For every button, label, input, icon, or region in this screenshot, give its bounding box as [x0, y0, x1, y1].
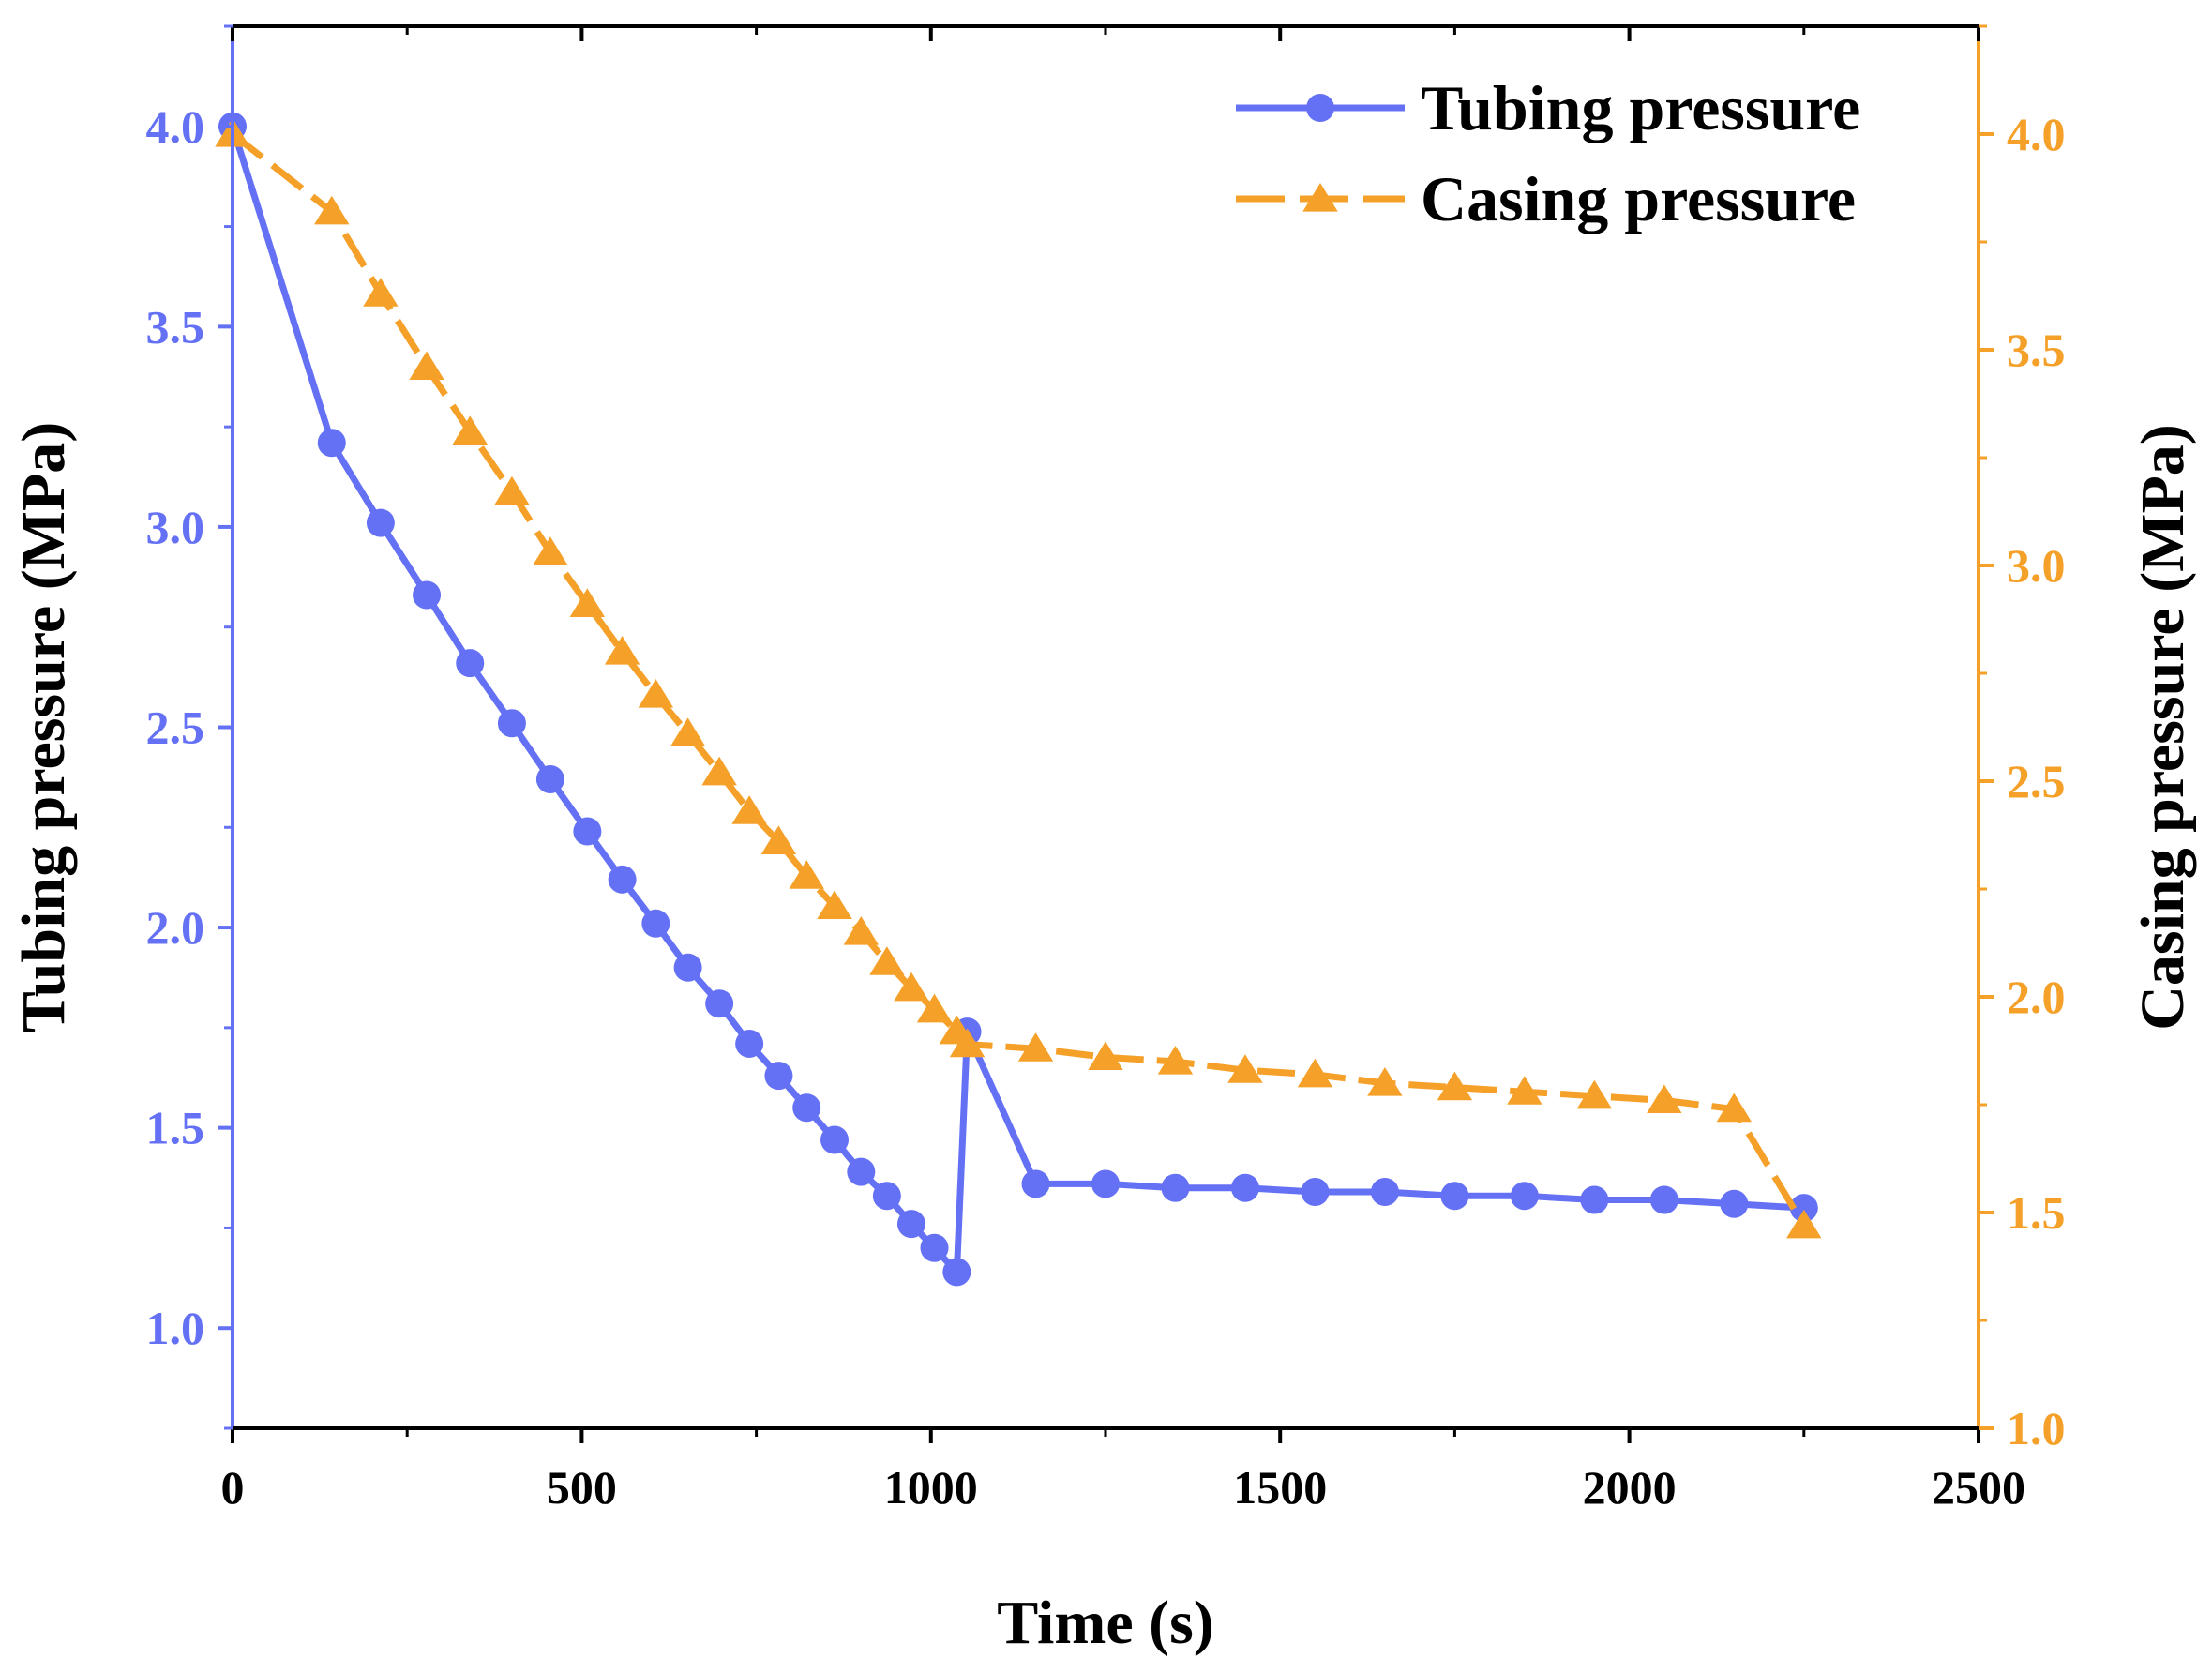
casing-legend-marker	[1302, 183, 1338, 212]
tubing-pressure-point	[317, 429, 346, 458]
casing-pressure-point	[789, 860, 824, 889]
casing-pressure-point	[1716, 1093, 1753, 1123]
tubing-pressure-point	[1091, 1169, 1120, 1198]
series-layer	[215, 112, 1822, 1287]
casing-pressure-point	[1227, 1054, 1263, 1083]
tubing-legend-marker	[1306, 94, 1334, 122]
y-right-axis-title: Casing pressure (MPa)	[2129, 424, 2197, 1031]
tubing-pressure-point	[820, 1125, 850, 1154]
legend: Tubing pressure Casing pressure	[1236, 72, 1860, 234]
tubing-pressure-point	[1580, 1185, 1609, 1214]
tubing-pressure-point	[573, 817, 602, 846]
casing-pressure-point	[843, 916, 880, 945]
casing-pressure-point	[409, 351, 444, 380]
tubing-pressure-point	[1370, 1177, 1399, 1206]
tubing-pressure-point	[1301, 1177, 1330, 1206]
casing-pressure-point	[1437, 1071, 1473, 1101]
casing-pressure-point	[731, 795, 767, 824]
casing-pressure-point	[533, 536, 568, 565]
tubing-pressure-point	[847, 1157, 876, 1186]
tubing-pressure-point	[1230, 1173, 1259, 1202]
casing-pressure-point	[760, 825, 797, 854]
casing-pressure-point	[894, 972, 929, 1002]
tubing-pressure-point	[1789, 1194, 1818, 1223]
tubing-pressure-point	[705, 989, 734, 1018]
tubing-pressure-point	[456, 649, 485, 678]
y-right-tick-label: 2.0	[2007, 971, 2066, 1023]
tubing-pressure-point	[1720, 1189, 1749, 1218]
x-tick-label: 1000	[884, 1461, 978, 1514]
y-right-tick-label: 3.5	[2007, 324, 2066, 376]
tubing-pressure-point	[673, 953, 702, 982]
axes-layer: 0 500 1000 1500 2000 2500 1.0 1.5 2.0 2.5 3.0 3.5 4.…	[9, 24, 2197, 1657]
y-right-tick-label: 2.5	[2007, 755, 2066, 807]
casing-pressure-line	[230, 131, 1807, 1228]
y-left-tick-label: 1.0	[146, 1302, 205, 1354]
casing-pressure-point	[1786, 1209, 1822, 1239]
casing-pressure-point	[670, 717, 706, 746]
tubing-pressure-point	[366, 508, 395, 537]
x-axis-title: Time (s)	[997, 1589, 1214, 1657]
casing-pressure-point	[817, 890, 852, 919]
casing-pressure-point	[314, 195, 350, 225]
casing-pressure-point	[452, 415, 488, 445]
tubing-pressure-point	[641, 909, 670, 938]
casing-legend-label: Casing pressure	[1421, 163, 1856, 234]
x-tick-label: 2500	[1932, 1461, 2025, 1514]
casing-pressure-point	[869, 946, 905, 975]
x-tick-label: 2000	[1583, 1461, 1677, 1514]
tubing-pressure-point	[413, 580, 442, 610]
y-right-tick-label: 4.0	[2007, 108, 2066, 160]
tubing-pressure-point	[1021, 1169, 1050, 1198]
casing-pressure-point	[1367, 1067, 1403, 1096]
y-left-tick-label: 3.0	[146, 501, 205, 553]
x-tick-label: 1500	[1233, 1461, 1327, 1514]
casing-pressure-point	[1157, 1046, 1194, 1075]
casing-pressure-point	[916, 993, 953, 1023]
casing-pressure-point	[1647, 1084, 1682, 1113]
casing-pressure-point	[949, 1028, 986, 1058]
y-left-tick-label: 4.0	[146, 100, 205, 153]
tubing-pressure-point	[497, 709, 526, 738]
casing-pressure-point	[1017, 1032, 1054, 1062]
tubing-pressure-point	[764, 1062, 793, 1091]
y-left-tick-label: 2.0	[146, 901, 205, 954]
tubing-pressure-point	[1510, 1182, 1539, 1211]
y-right-tick-label: 1.5	[2007, 1186, 2066, 1239]
y-left-axis-title: Tubing pressure (MPa)	[9, 422, 78, 1033]
y-right-tick-label: 3.0	[2007, 539, 2066, 592]
tubing-legend-label: Tubing pressure	[1421, 72, 1860, 143]
casing-pressure-point	[604, 636, 640, 665]
tubing-pressure-point	[792, 1093, 821, 1123]
tubing-pressure-point	[896, 1210, 925, 1239]
y-left-tick-label: 2.5	[146, 701, 205, 754]
casing-pressure-point	[638, 679, 674, 708]
casing-pressure-point	[363, 278, 399, 307]
tubing-pressure-point	[608, 865, 637, 894]
tubing-pressure-point	[920, 1233, 949, 1262]
y-left-tick-label: 1.5	[146, 1102, 205, 1154]
tubing-pressure-point	[1161, 1173, 1190, 1202]
tubing-pressure-point	[535, 765, 564, 794]
tubing-pressure-point	[1440, 1182, 1469, 1211]
x-tick-label: 0	[221, 1461, 245, 1514]
tubing-pressure-point	[1649, 1185, 1678, 1214]
casing-pressure-point	[701, 756, 737, 786]
tubing-pressure-point	[942, 1258, 971, 1287]
tubing-pressure-point	[735, 1029, 764, 1058]
x-tick-label: 500	[547, 1461, 617, 1514]
casing-pressure-point	[1088, 1041, 1123, 1070]
tubing-pressure-line	[229, 125, 1805, 1275]
casing-pressure-point	[1297, 1058, 1333, 1088]
casing-pressure-point	[569, 588, 606, 617]
y-left-tick-label: 3.5	[146, 300, 205, 353]
y-right-tick-label: 1.0	[2007, 1402, 2066, 1454]
tubing-pressure-point	[872, 1182, 901, 1211]
casing-pressure-point	[494, 475, 530, 505]
casing-pressure-point	[1507, 1076, 1542, 1105]
casing-pressure-point	[1576, 1079, 1613, 1109]
